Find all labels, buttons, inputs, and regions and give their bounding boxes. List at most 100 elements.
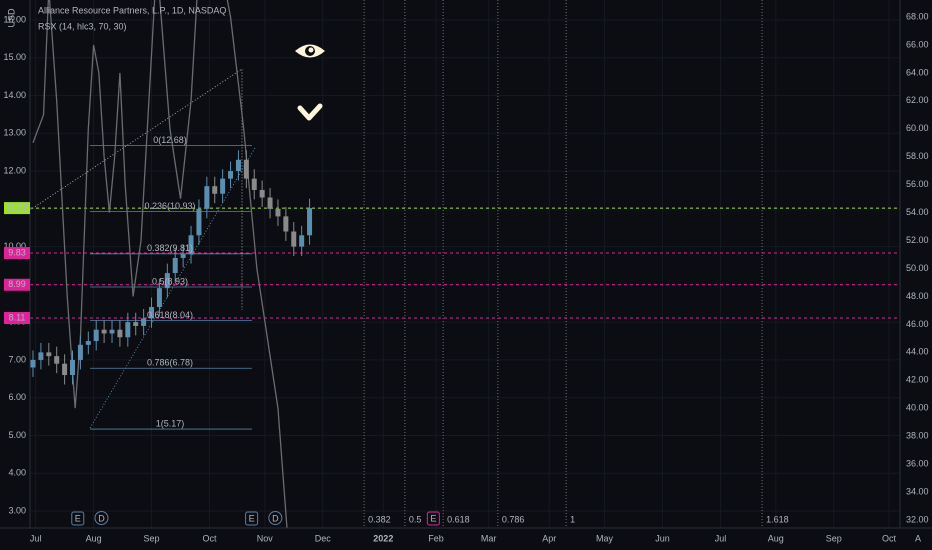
y2-tick-label: 56.00: [906, 179, 929, 189]
y-tick-label: 5.00: [8, 430, 26, 440]
candle-body: [188, 235, 194, 255]
eye-icon[interactable]: [295, 44, 325, 58]
grid: [30, 0, 900, 528]
candle-body: [228, 171, 234, 179]
event-marker: [94, 511, 109, 525]
fib-label: 0.382(9.81): [147, 243, 193, 253]
candle-body: [125, 322, 131, 338]
fib-label: 0(12.68): [153, 135, 187, 145]
y2-tick-label: 48.00: [906, 291, 929, 301]
candle-body: [101, 329, 107, 334]
rsx-line: [32, 0, 288, 528]
candle-body: [291, 231, 297, 247]
x-tick-label: Feb: [428, 533, 444, 543]
chevron-icon[interactable]: [297, 103, 323, 121]
level-label: 8.11: [9, 312, 26, 322]
x-tick-label: Jul: [715, 533, 727, 543]
event-label: D: [98, 513, 105, 523]
level-tag: [4, 278, 30, 291]
fib-label: 0.618(8.04): [147, 310, 193, 320]
y2-tick-label: 40.00: [906, 403, 929, 413]
candle-body: [149, 307, 155, 319]
x-tick-label: 2022: [373, 533, 393, 543]
candle-body: [196, 208, 202, 236]
y2-tick-label: 50.00: [906, 263, 929, 273]
candle-body: [164, 273, 170, 289]
y2-tick-label: 68.00: [906, 11, 929, 21]
candle-body: [117, 329, 123, 338]
y2-tick-label: 52.00: [906, 235, 929, 245]
y-tick-label: 3.00: [8, 505, 26, 515]
fib-time-label: 0.5: [409, 514, 422, 524]
trend-line: [30, 68, 243, 310]
candle-body: [30, 359, 36, 368]
candle-body: [275, 208, 281, 217]
currency: USD: [6, 8, 16, 28]
y2-tick-label: 38.00: [906, 431, 929, 441]
candle-body: [54, 356, 60, 364]
x-tick-label: Aug: [768, 533, 784, 543]
x-tick-label: A: [915, 533, 921, 543]
candle-body: [133, 322, 139, 326]
fib-time-label: 0.618: [447, 514, 470, 524]
fib-time-label: 0.786: [502, 514, 525, 524]
candle-body: [204, 186, 210, 209]
event-label: E: [75, 513, 81, 523]
candle-body: [85, 341, 91, 345]
y-tick-label: 10.00: [3, 241, 26, 251]
candle-body: [38, 352, 44, 360]
fib-label: 0.236(10.93): [144, 201, 195, 211]
x-tick-label: Apr: [542, 533, 556, 543]
y-tick-label: 13.00: [3, 128, 26, 138]
candle-body: [299, 235, 305, 247]
x-tick-label: Dec: [315, 533, 332, 543]
candle-body: [220, 178, 226, 194]
y2-tick-label: 58.00: [906, 151, 929, 161]
x-tick-label: Oct: [882, 533, 897, 543]
level-tag: [4, 202, 30, 215]
event-label: E: [249, 513, 255, 523]
y2-tick-label: 54.00: [906, 207, 929, 217]
y-tick-label: 6.00: [8, 392, 26, 402]
event-label: E: [430, 513, 436, 523]
y2-tick-label: 62.00: [906, 95, 929, 105]
candle-body: [259, 189, 265, 198]
fib-label: 0.786(6.78): [147, 358, 193, 368]
y-tick-label: 7.00: [8, 354, 26, 364]
y2-tick-label: 66.00: [906, 39, 929, 49]
candle-body: [235, 159, 241, 172]
y-tick-label: 16.00: [3, 14, 26, 24]
level-tag: [4, 247, 30, 260]
y2-tick-label: 32.00: [906, 514, 929, 524]
candle-body: [46, 352, 52, 357]
y-tick-label: 4.00: [8, 468, 26, 478]
fib-time-label: 0.382: [368, 514, 391, 524]
candle-body: [93, 329, 99, 342]
y2-tick-label: 36.00: [906, 458, 929, 468]
candle-body: [141, 318, 147, 326]
drawings: [30, 68, 256, 429]
fib-label: 1(5.17): [156, 418, 185, 428]
indicator-label: RSX (14, hlc3, 70, 30): [38, 21, 127, 31]
trend-line: [89, 147, 256, 429]
y2-tick-label: 64.00: [906, 67, 929, 77]
candle-body: [267, 197, 273, 209]
x-tick-label: Mar: [481, 533, 497, 543]
chart-title: Alliance Resource Partners, L.P., 1D, NA…: [38, 5, 226, 15]
y-tick-label: 12.00: [3, 165, 26, 175]
x-tick-label: Aug: [86, 533, 102, 543]
y2-tick-label: 60.00: [906, 123, 929, 133]
event-label: D: [272, 513, 279, 523]
y2-tick-label: 44.00: [906, 347, 929, 357]
candle-body: [212, 186, 218, 194]
event-marker: [71, 511, 85, 526]
candle-body: [172, 257, 178, 274]
level-label: 9.83: [8, 247, 26, 257]
x-tick-label: May: [596, 533, 614, 543]
y2-tick-label: 34.00: [906, 486, 929, 496]
x-tick-label: Sep: [826, 533, 842, 543]
event-marker: [245, 511, 259, 526]
candle-body: [307, 208, 313, 236]
y-tick-label: 14.00: [3, 90, 26, 100]
